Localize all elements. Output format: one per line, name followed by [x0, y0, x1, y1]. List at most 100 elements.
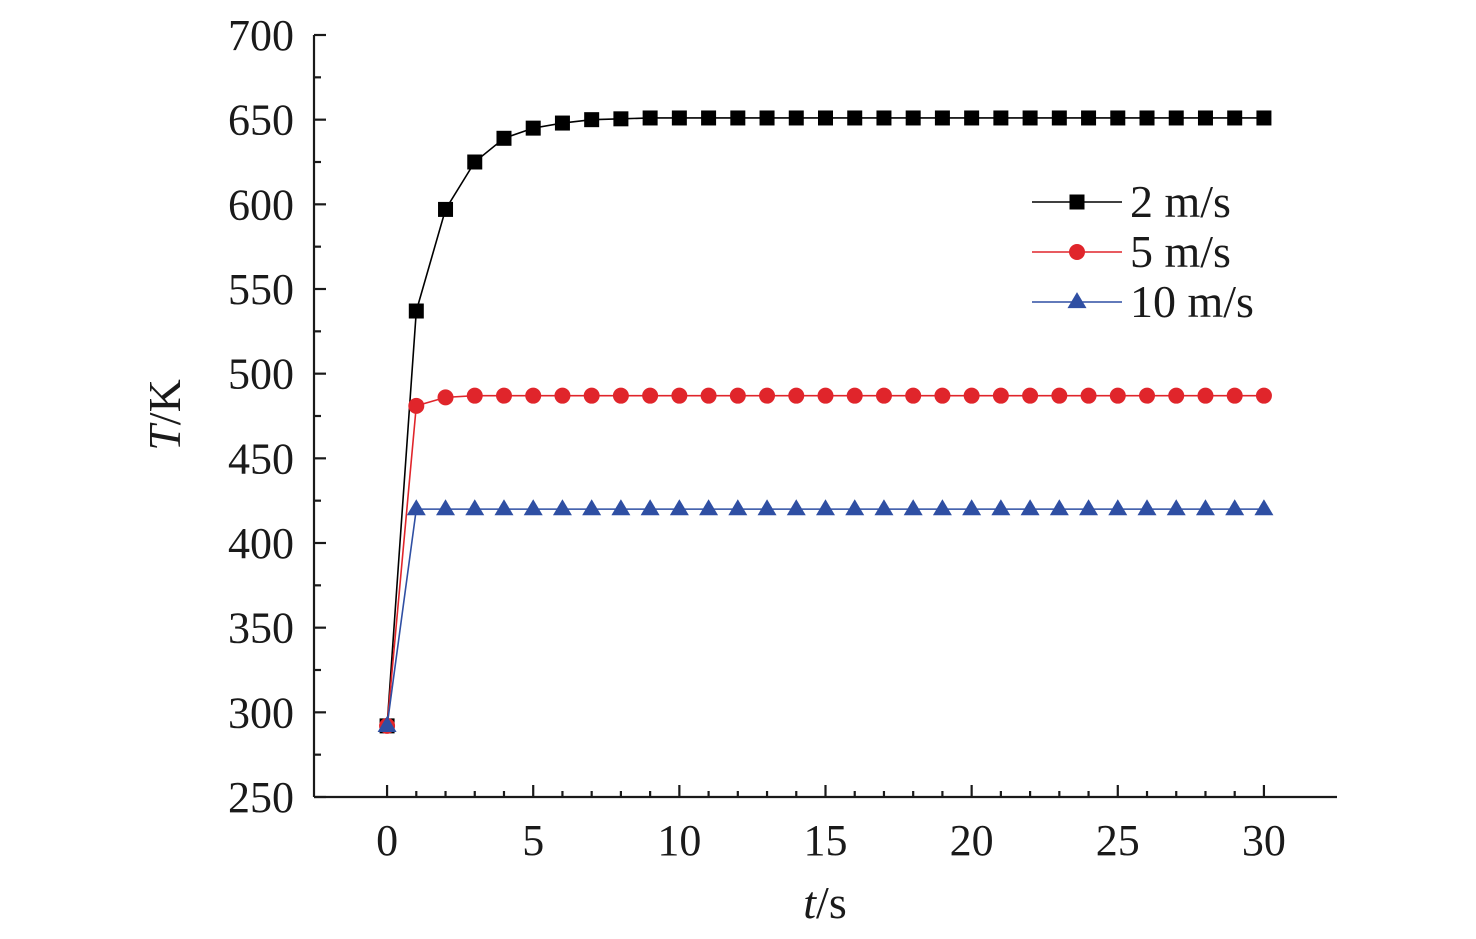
- data-point: [875, 387, 892, 404]
- data-point: [582, 499, 602, 516]
- y-tick-label: 300: [228, 688, 294, 737]
- series-2: [379, 387, 1272, 734]
- data-point: [671, 387, 688, 404]
- y-axis-title: T/K: [139, 379, 190, 451]
- x-axis-title: t/s: [803, 877, 846, 928]
- x-tick-label: 30: [1242, 816, 1286, 865]
- data-point: [964, 110, 980, 126]
- data-point: [993, 110, 1009, 126]
- data-point: [786, 499, 806, 516]
- data-point: [554, 387, 571, 404]
- data-point: [465, 499, 485, 516]
- data-point: [788, 110, 804, 126]
- data-point: [1254, 499, 1274, 516]
- data-point: [963, 387, 980, 404]
- data-point: [1227, 110, 1243, 126]
- data-point: [1020, 499, 1040, 516]
- data-point: [729, 387, 746, 404]
- data-point: [934, 387, 951, 404]
- data-point: [554, 115, 570, 131]
- legend-item: 10 m/s: [1032, 276, 1254, 327]
- data-point: [467, 154, 483, 170]
- data-point: [671, 110, 687, 126]
- legend-label: 10 m/s: [1130, 276, 1254, 327]
- y-tick-label: 650: [228, 96, 294, 145]
- data-point: [903, 499, 923, 516]
- data-point: [1139, 387, 1156, 404]
- data-point: [495, 387, 512, 404]
- data-point: [408, 303, 424, 319]
- data-point: [494, 499, 514, 516]
- data-point: [377, 715, 397, 732]
- series-layer: [377, 110, 1274, 734]
- data-point: [1255, 387, 1272, 404]
- y-tick-label: 600: [228, 180, 294, 229]
- y-tick-label: 500: [228, 350, 294, 399]
- x-tick-label: 5: [522, 816, 544, 865]
- data-point: [525, 120, 541, 136]
- data-point: [730, 110, 746, 126]
- data-point: [523, 499, 543, 516]
- y-tick-label: 450: [228, 434, 294, 483]
- data-point: [759, 110, 775, 126]
- data-point: [611, 499, 631, 516]
- data-point: [1080, 387, 1097, 404]
- data-point: [1051, 110, 1067, 126]
- y-axis-title-unit: /K: [139, 379, 190, 425]
- data-point: [466, 387, 483, 404]
- data-point: [817, 387, 834, 404]
- data-point: [1168, 110, 1184, 126]
- data-point: [640, 499, 660, 516]
- x-tick-label: 15: [804, 816, 848, 865]
- data-point: [846, 387, 863, 404]
- data-point: [1197, 110, 1213, 126]
- data-point: [612, 387, 629, 404]
- series-1: [379, 110, 1272, 734]
- data-point: [438, 201, 454, 217]
- data-point: [583, 387, 600, 404]
- series-3: [377, 499, 1274, 732]
- data-point: [701, 110, 717, 126]
- data-point: [728, 499, 748, 516]
- data-point: [1049, 499, 1069, 516]
- data-point: [1139, 110, 1155, 126]
- x-tick-label: 0: [376, 816, 398, 865]
- data-point: [876, 110, 892, 126]
- data-point: [1110, 110, 1126, 126]
- data-point: [757, 499, 777, 516]
- legend-label: 2 m/s: [1130, 176, 1231, 227]
- data-point: [1166, 499, 1186, 516]
- data-point: [525, 387, 542, 404]
- data-point: [669, 499, 689, 516]
- data-point: [991, 499, 1011, 516]
- legend-marker: [1069, 194, 1085, 210]
- legend-label: 5 m/s: [1130, 226, 1231, 277]
- legend-item: 5 m/s: [1032, 226, 1231, 277]
- legend-marker: [1069, 244, 1085, 260]
- data-point: [1081, 110, 1097, 126]
- data-point: [1168, 387, 1185, 404]
- y-tick-label: 250: [228, 773, 294, 822]
- data-point: [642, 110, 658, 126]
- data-point: [874, 499, 894, 516]
- data-point: [437, 389, 454, 406]
- data-point: [932, 499, 952, 516]
- data-point: [1022, 110, 1038, 126]
- data-point: [962, 499, 982, 516]
- data-point: [905, 110, 921, 126]
- x-tick-label: 20: [950, 816, 994, 865]
- data-point: [1256, 110, 1272, 126]
- x-tick-label: 25: [1096, 816, 1140, 865]
- y-tick-label: 700: [228, 11, 294, 60]
- data-point: [845, 499, 865, 516]
- data-point: [1195, 499, 1215, 516]
- data-point: [642, 387, 659, 404]
- data-point: [436, 499, 456, 516]
- data-point: [496, 130, 512, 146]
- y-tick-label: 350: [228, 604, 294, 653]
- data-point: [934, 110, 950, 126]
- y-tick-label: 550: [228, 265, 294, 314]
- data-point: [700, 387, 717, 404]
- series-line: [386, 394, 1264, 726]
